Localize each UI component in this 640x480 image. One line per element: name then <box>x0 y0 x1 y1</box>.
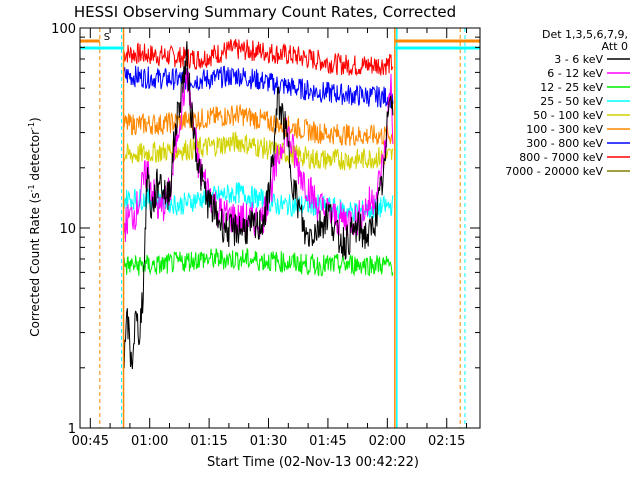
y-tick-label-3: 100 <box>51 22 76 37</box>
legend-label-3: 12 - 25 keV <box>540 81 603 94</box>
legend-label-1: 3 - 6 keV <box>554 53 603 66</box>
y-axis-label-exponent-2: -1 <box>27 122 36 130</box>
legend-label-5: 50 - 100 keV <box>533 109 603 122</box>
y-axis-label-part-2: detector <box>28 130 42 185</box>
series-line-4 <box>123 130 394 171</box>
x-tick-label-6: 02:00 <box>369 434 406 449</box>
legend-label-7: 300 - 800 keV <box>526 137 603 150</box>
legend-header-2: Att 0 <box>602 40 628 53</box>
x-tick-label-7: 02:15 <box>428 434 465 449</box>
y-axis: 1 10 100 <box>51 22 480 437</box>
series-line-1 <box>123 38 394 77</box>
x-tick-label-5: 01:45 <box>309 434 346 449</box>
plot-area: S <box>79 27 481 429</box>
legend-label-9: 7000 - 20000 keV <box>505 165 603 178</box>
x-tick-label-2: 01:00 <box>131 434 168 449</box>
series-line-8 <box>123 41 394 370</box>
y-tick-label-2: 10 <box>59 222 76 237</box>
legend-label-2: 6 - 12 keV <box>547 67 603 80</box>
legend-header-1: Det 1,3,5,6,7,9, <box>542 28 628 41</box>
series-line-7 <box>123 247 394 277</box>
x-tick-label-3: 01:15 <box>190 434 227 449</box>
legend-label-8: 800 - 7000 keV <box>519 151 603 164</box>
chart-title: HESSI Observing Summary Count Rates, Cor… <box>74 3 456 21</box>
legend-label-6: 100 - 300 keV <box>526 123 603 136</box>
y-axis-label-part-3: ) <box>28 117 42 122</box>
y-axis-label-part-1: Corrected Count Rate (s <box>28 192 42 336</box>
y-axis-label-exponent-1: -1 <box>27 184 36 192</box>
series-line-3 <box>123 104 394 146</box>
y-tick-label-1: 1 <box>68 422 76 437</box>
x-tick-label-4: 01:30 <box>250 434 287 449</box>
series-line-2 <box>123 65 394 108</box>
x-tick-label-1: 00:45 <box>72 434 109 449</box>
flag-label-1: S <box>104 32 110 43</box>
y-axis-label: Corrected Count Rate (s-1 detector-1) <box>27 117 42 336</box>
x-axis-label: Start Time (02-Nov-13 00:42:22) <box>207 455 419 470</box>
x-axis: 00:45 01:00 01:15 01:30 01:45 02:00 02:15 <box>72 28 468 449</box>
legend-label-4: 25 - 50 keV <box>540 95 603 108</box>
